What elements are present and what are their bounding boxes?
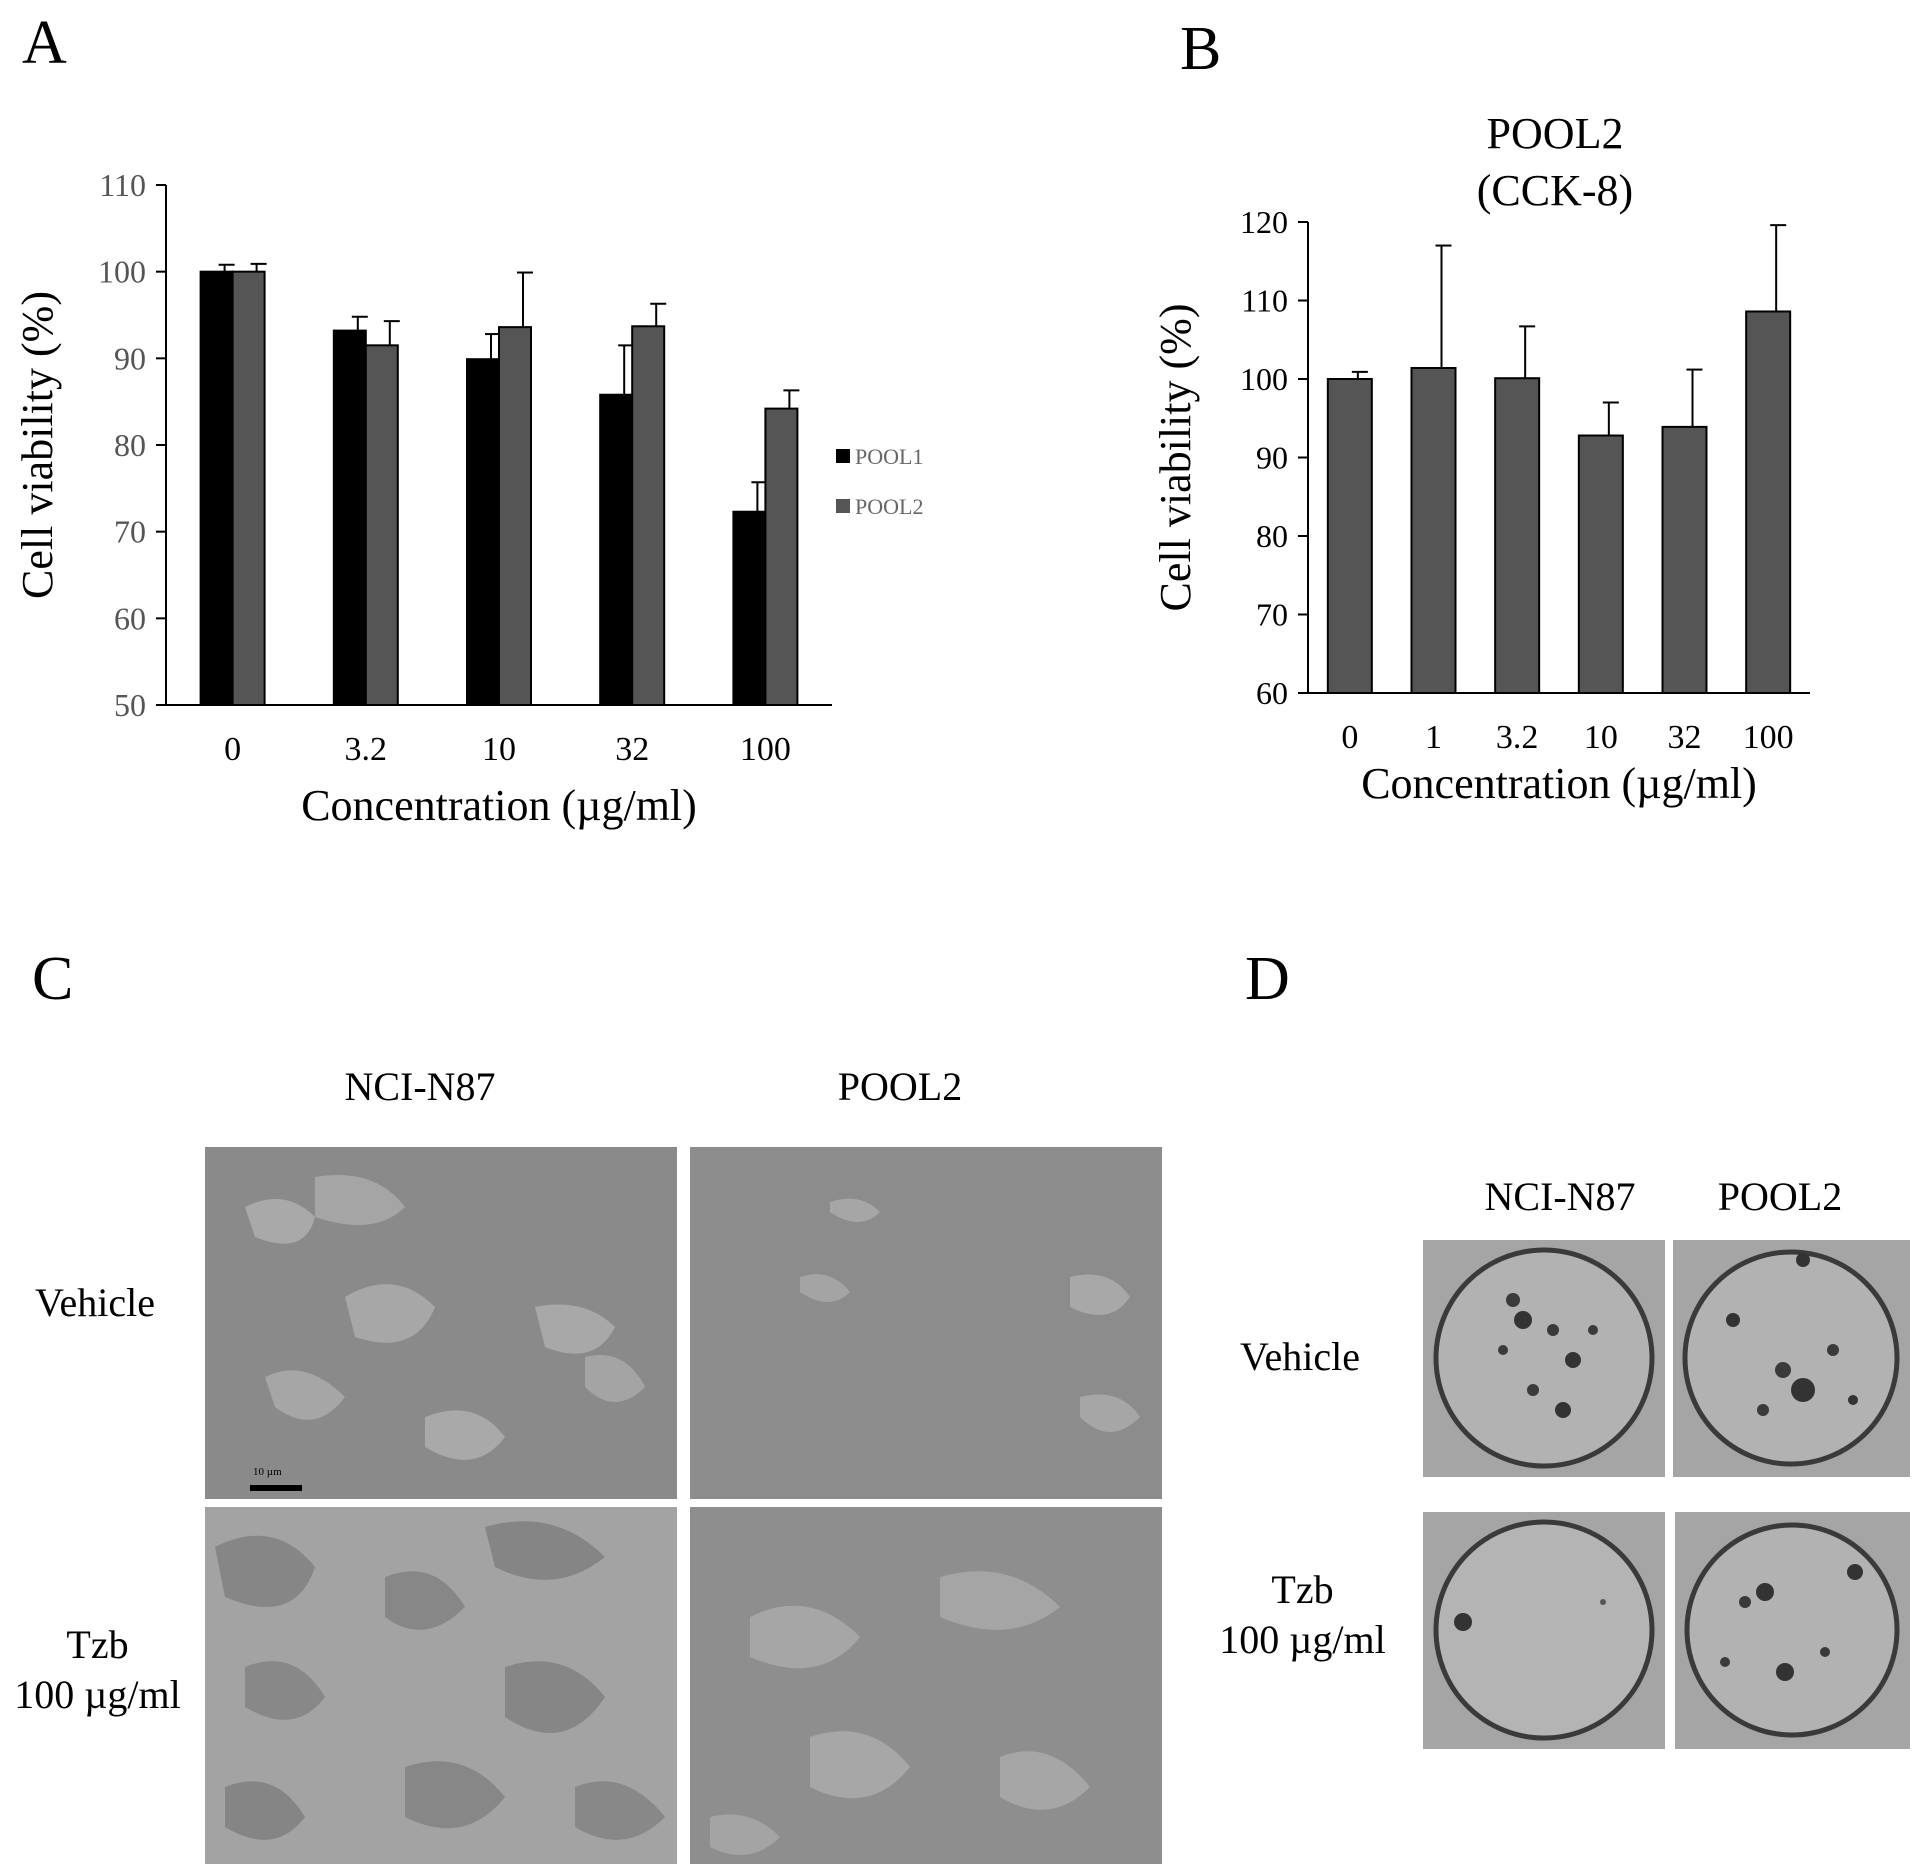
chart-b-x-tick-label: 100: [1743, 719, 1794, 756]
chart-a-x-tick-label: 0: [224, 731, 241, 768]
plate-pool2-tzb: [1675, 1512, 1910, 1749]
panel-b-letter: B: [1180, 15, 1222, 83]
chart-a-y-label: Cell viability (%): [13, 291, 62, 599]
micrograph-pool2-vehicle: [690, 1147, 1162, 1499]
chart-a-legend-swatch: [836, 499, 850, 513]
chart-b-x-tick-label: 1: [1425, 719, 1442, 756]
chart-a-x-label: Concentration (µg/ml): [301, 781, 697, 830]
panel-a-letter: A: [22, 9, 67, 77]
plate-nci-vehicle: [1423, 1240, 1665, 1477]
chart-a-bar-pool2: [364, 344, 399, 706]
chart-b-y-tick-label: 100: [1240, 361, 1288, 397]
panel-d-row-label-tzb-line2: 100 µg/ml: [1219, 1617, 1386, 1662]
scale-bar-label: 10 µm: [253, 1466, 282, 1478]
micrograph-pool2-vehicle-texture: [690, 1147, 1162, 1499]
plate-pool2-vehicle: [1673, 1240, 1910, 1477]
panel-c-row-label-tzb: Tzb 100 µg/ml: [0, 1620, 195, 1720]
chart-a-y-tick-label: 80: [114, 427, 146, 463]
chart-a-bar-pool2: [231, 270, 266, 706]
chart-a-bar-pool2: [631, 325, 666, 706]
chart-a-y-tick-label: 60: [114, 600, 146, 636]
chart-a-y-tick-label: 110: [99, 167, 146, 203]
micrograph-nci-tzb: [205, 1507, 677, 1864]
chart-b-x-tick-label: 0: [1341, 719, 1358, 756]
plate-pool2-tzb-drawing: [1675, 1512, 1910, 1749]
plate-nci-tzb: [1423, 1512, 1665, 1749]
chart-a-x-tick-label: 3.2: [345, 731, 388, 768]
plate-nci-vehicle-drawing: [1423, 1240, 1665, 1477]
chart-b-x-label: Concentration (µg/ml): [1361, 759, 1757, 808]
chart-a-legend-swatch: [836, 449, 850, 463]
chart-b-y-tick-label: 110: [1241, 283, 1288, 319]
panel-c-row-label-tzb-line1: Tzb: [66, 1622, 129, 1667]
chart-a-bar-pool1: [332, 329, 367, 706]
chart-a: 50 60 70 80 90 100 110 0 3.2 10 32 100 POOL1 POOL2 Con…: [13, 167, 923, 830]
chart-b-bar: [1661, 425, 1708, 694]
chart-b: POOL2 (CCK-8) 60 70 80 90 100 110 120 0 1 3.2 10 32 10…: [1151, 109, 1810, 808]
micrograph-nci-vehicle-texture: 10 µm: [205, 1147, 677, 1499]
micrograph-nci-vehicle: 10 µm: [205, 1147, 677, 1499]
chart-a-bar-pool1: [199, 270, 234, 706]
chart-b-y-tick-label: 120: [1240, 204, 1288, 240]
scale-bar: [250, 1485, 302, 1491]
chart-a-x-tick-label: 100: [740, 731, 791, 768]
panel-d-col-label-nci: NCI-N87: [1484, 1174, 1636, 1219]
chart-a-bar-pool1: [599, 393, 634, 706]
chart-b-bar: [1494, 377, 1541, 694]
chart-b-title: POOL2: [1487, 109, 1624, 158]
chart-b-y-tick-label: 90: [1256, 440, 1288, 476]
chart-b-y-tick-label: 80: [1256, 518, 1288, 554]
chart-b-x-tick-label: 32: [1668, 719, 1702, 756]
chart-b-y-tick-label: 70: [1256, 597, 1288, 633]
micrograph-pool2-tzb-texture: [690, 1507, 1162, 1864]
panel-d-col-label-pool2: POOL2: [1717, 1174, 1843, 1219]
chart-a-bar-pool2: [764, 407, 799, 706]
chart-b-subtitle: (CCK-8): [1477, 166, 1633, 215]
panel-d-letter: D: [1245, 945, 1290, 1013]
chart-a-y-tick-label: 50: [114, 687, 146, 723]
chart-a-y-tick-label: 70: [114, 514, 146, 550]
micrograph-pool2-tzb: [690, 1507, 1162, 1864]
panel-c-col-label-pool2: POOL2: [837, 1064, 963, 1109]
chart-b-x-tick-label: 10: [1584, 719, 1618, 756]
panel-d-row-label-vehicle: Vehicle: [1240, 1334, 1360, 1379]
panel-c-row-label-tzb-line2: 100 µg/ml: [14, 1672, 181, 1717]
chart-b-y-label: Cell viability (%): [1151, 304, 1200, 612]
plate-nci-tzb-drawing: [1423, 1512, 1665, 1749]
chart-a-y-tick-label: 100: [98, 254, 146, 290]
chart-a-bar-pool2: [498, 326, 532, 706]
chart-a-legend-label: POOL2: [855, 494, 923, 519]
micrograph-nci-tzb-texture: [205, 1507, 677, 1864]
chart-b-x-tick-label: 3.2: [1496, 719, 1539, 756]
panel-d-row-label-tzb-line1: Tzb: [1271, 1567, 1334, 1612]
panel-c-row-label-vehicle: Vehicle: [35, 1280, 155, 1325]
chart-b-bar: [1326, 378, 1373, 694]
chart-b-bar: [1577, 434, 1624, 694]
chart-a-x-tick-label: 10: [482, 731, 516, 768]
chart-b-bar: [1745, 310, 1792, 694]
chart-b-y-tick-label: 60: [1256, 675, 1288, 711]
chart-a-x-tick-label: 32: [615, 731, 649, 768]
chart-b-bar: [1410, 367, 1457, 694]
panel-c-col-label-nci: NCI-N87: [344, 1064, 496, 1109]
chart-a-y-tick-label: 90: [114, 340, 146, 376]
panel-d-row-label-tzb: Tzb 100 µg/ml: [1205, 1565, 1400, 1665]
plate-pool2-vehicle-drawing: [1673, 1240, 1910, 1477]
chart-a-bar-pool1: [732, 510, 767, 706]
chart-a-legend-label: POOL1: [855, 444, 923, 469]
panel-c-letter: C: [32, 945, 74, 1013]
